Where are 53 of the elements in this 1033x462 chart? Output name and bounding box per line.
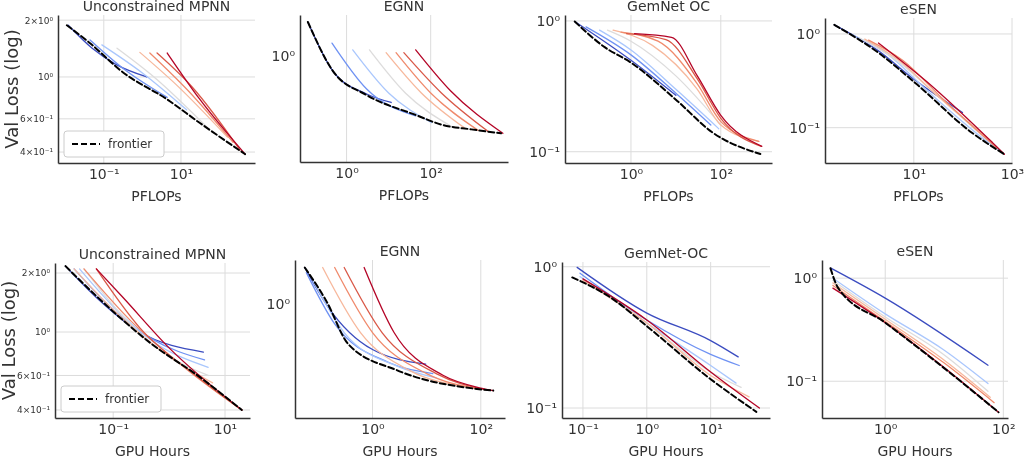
x-tick-label: 10⁻¹ [88, 165, 120, 182]
x-axis-title: PFLOPs [378, 187, 430, 203]
x-axis-title: PFLOPs [893, 188, 944, 204]
x-axis-title: GPU Hours [114, 443, 191, 459]
x-tick-label: 10⁰ [874, 420, 898, 437]
text: 10⁰ [271, 47, 296, 64]
x-tick-label: 10¹ [699, 420, 723, 437]
y-tick-label: 10⁰ [793, 270, 818, 287]
y-tick-label: 10⁻¹ [789, 119, 820, 136]
x-tick-label: 10² [469, 420, 494, 437]
legend-label: frontier [108, 137, 153, 151]
x-tick-label: 10⁻¹ [568, 420, 599, 437]
chart-title: eSEN [900, 1, 937, 17]
y-tick-label: 10⁰ [533, 258, 558, 275]
y-tick-label: 6×10⁻¹ [16, 370, 51, 381]
y-tick-label: 10⁰ [37, 72, 54, 83]
y-tick-label: 2×10⁰ [21, 268, 51, 279]
chart-title: EGNN [383, 0, 425, 14]
y-tick-label: 2×10⁰ [24, 15, 54, 26]
x-tick-label: 10² [419, 164, 443, 181]
x-tick-label: 10⁻¹ [98, 420, 130, 437]
y-tick-label: 10⁻¹ [786, 373, 817, 390]
y-tick-label: 10⁻¹ [529, 143, 560, 160]
y-tick-label: 10⁰ [796, 25, 821, 42]
y-tick-label: 6×10⁻¹ [19, 114, 54, 125]
x-axis-title: GPU Hours [877, 443, 953, 459]
x-tick-label: 10¹ [902, 165, 927, 182]
chart-title: GemNet OC [627, 0, 711, 14]
chart-title: Unconstrained MPNN [78, 246, 227, 262]
chart-title: eSEN [896, 243, 934, 259]
y-tick-label: 10⁰ [536, 12, 561, 29]
x-tick-label: 10⁰ [635, 420, 660, 437]
y-tick-label: 10⁻¹ [526, 400, 557, 417]
x-tick-label: 10¹ [169, 165, 194, 182]
legend-label: frontier [105, 392, 150, 406]
chart-title: GemNet-OC [624, 245, 709, 261]
text: 10⁰ [266, 295, 291, 312]
x-tick-label: 10⁰ [335, 164, 360, 181]
x-tick-label: 10⁰ [361, 420, 386, 437]
x-axis-title: GPU Hours [628, 443, 704, 459]
x-axis-title: PFLOPs [643, 188, 694, 204]
x-tick-label: 10³ [1000, 165, 1025, 182]
x-tick-label: 10² [992, 420, 1016, 437]
y-tick-label: 4×10⁻¹ [19, 147, 54, 158]
x-axis-title: PFLOPs [131, 188, 182, 204]
y-tick-label: 4×10⁻¹ [16, 405, 51, 416]
chart-title: EGNN [379, 243, 421, 259]
chart-title: Unconstrained MPNN [82, 0, 231, 14]
x-axis-title: GPU Hours [362, 443, 438, 459]
x-tick-label: 10⁰ [619, 165, 644, 182]
y-tick-label: 10⁰ [34, 327, 51, 338]
x-tick-label: 10² [709, 165, 734, 182]
x-tick-label: 10¹ [213, 420, 238, 437]
